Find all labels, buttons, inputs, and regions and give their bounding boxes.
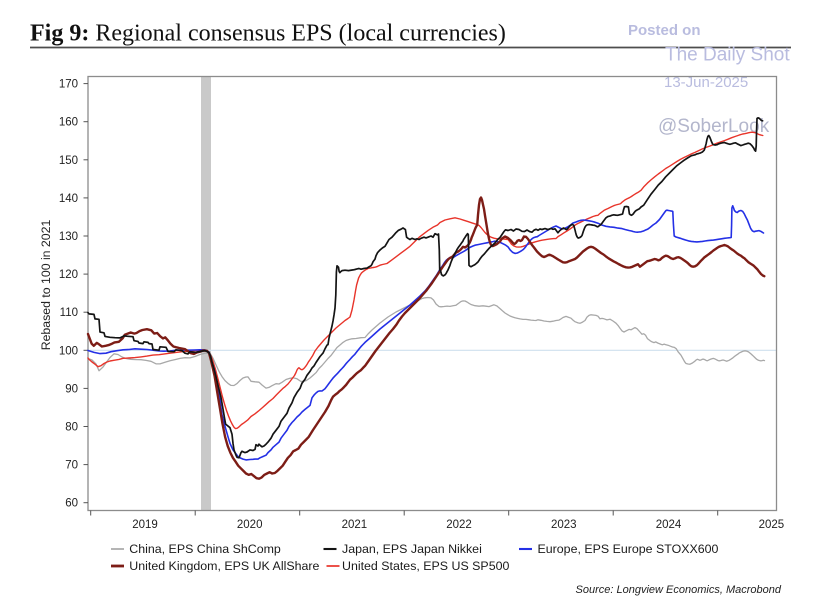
svg-text:The Daily Shot: The Daily Shot (665, 45, 790, 66)
svg-text:2020: 2020 (237, 519, 263, 531)
svg-text:110: 110 (60, 307, 78, 319)
svg-text:2021: 2021 (342, 519, 368, 531)
svg-text:Rebased to 100 in 2021: Rebased to 100 in 2021 (39, 220, 53, 351)
svg-text:13-Jun-2025: 13-Jun-2025 (664, 74, 748, 91)
svg-text:90: 90 (65, 383, 78, 395)
svg-text:2023: 2023 (551, 519, 577, 531)
svg-text:100: 100 (59, 345, 78, 357)
svg-text:United Kingdom, EPS UK AllShar: United Kingdom, EPS UK AllShare (129, 559, 319, 573)
svg-text:120: 120 (59, 269, 78, 281)
svg-text:150: 150 (59, 155, 78, 167)
svg-text:2019: 2019 (132, 519, 158, 531)
svg-text:80: 80 (65, 422, 78, 434)
svg-text:2024: 2024 (656, 519, 682, 531)
svg-text:Posted on: Posted on (628, 22, 701, 39)
svg-text:130: 130 (59, 231, 78, 243)
svg-text:@SoberLook: @SoberLook (658, 116, 770, 137)
svg-text:160: 160 (59, 117, 78, 129)
svg-text:Japan, EPS Japan Nikkei: Japan, EPS Japan Nikkei (342, 542, 482, 556)
svg-text:Fig 9: Regional consensus EPS: Fig 9: Regional consensus EPS (local cur… (30, 21, 506, 47)
svg-text:United States, EPS US SP500: United States, EPS US SP500 (342, 559, 509, 573)
svg-text:Europe, EPS Europe STOXX600: Europe, EPS Europe STOXX600 (538, 542, 719, 556)
svg-text:2025: 2025 (759, 519, 785, 531)
svg-text:2022: 2022 (446, 519, 472, 531)
svg-text:China, EPS China ShComp: China, EPS China ShComp (129, 542, 281, 556)
svg-text:Source: Longview Economics, Ma: Source: Longview Economics, Macrobond (576, 584, 782, 596)
svg-text:170: 170 (59, 79, 78, 91)
svg-text:140: 140 (59, 193, 78, 205)
svg-text:60: 60 (65, 498, 78, 510)
svg-text:70: 70 (65, 460, 78, 472)
